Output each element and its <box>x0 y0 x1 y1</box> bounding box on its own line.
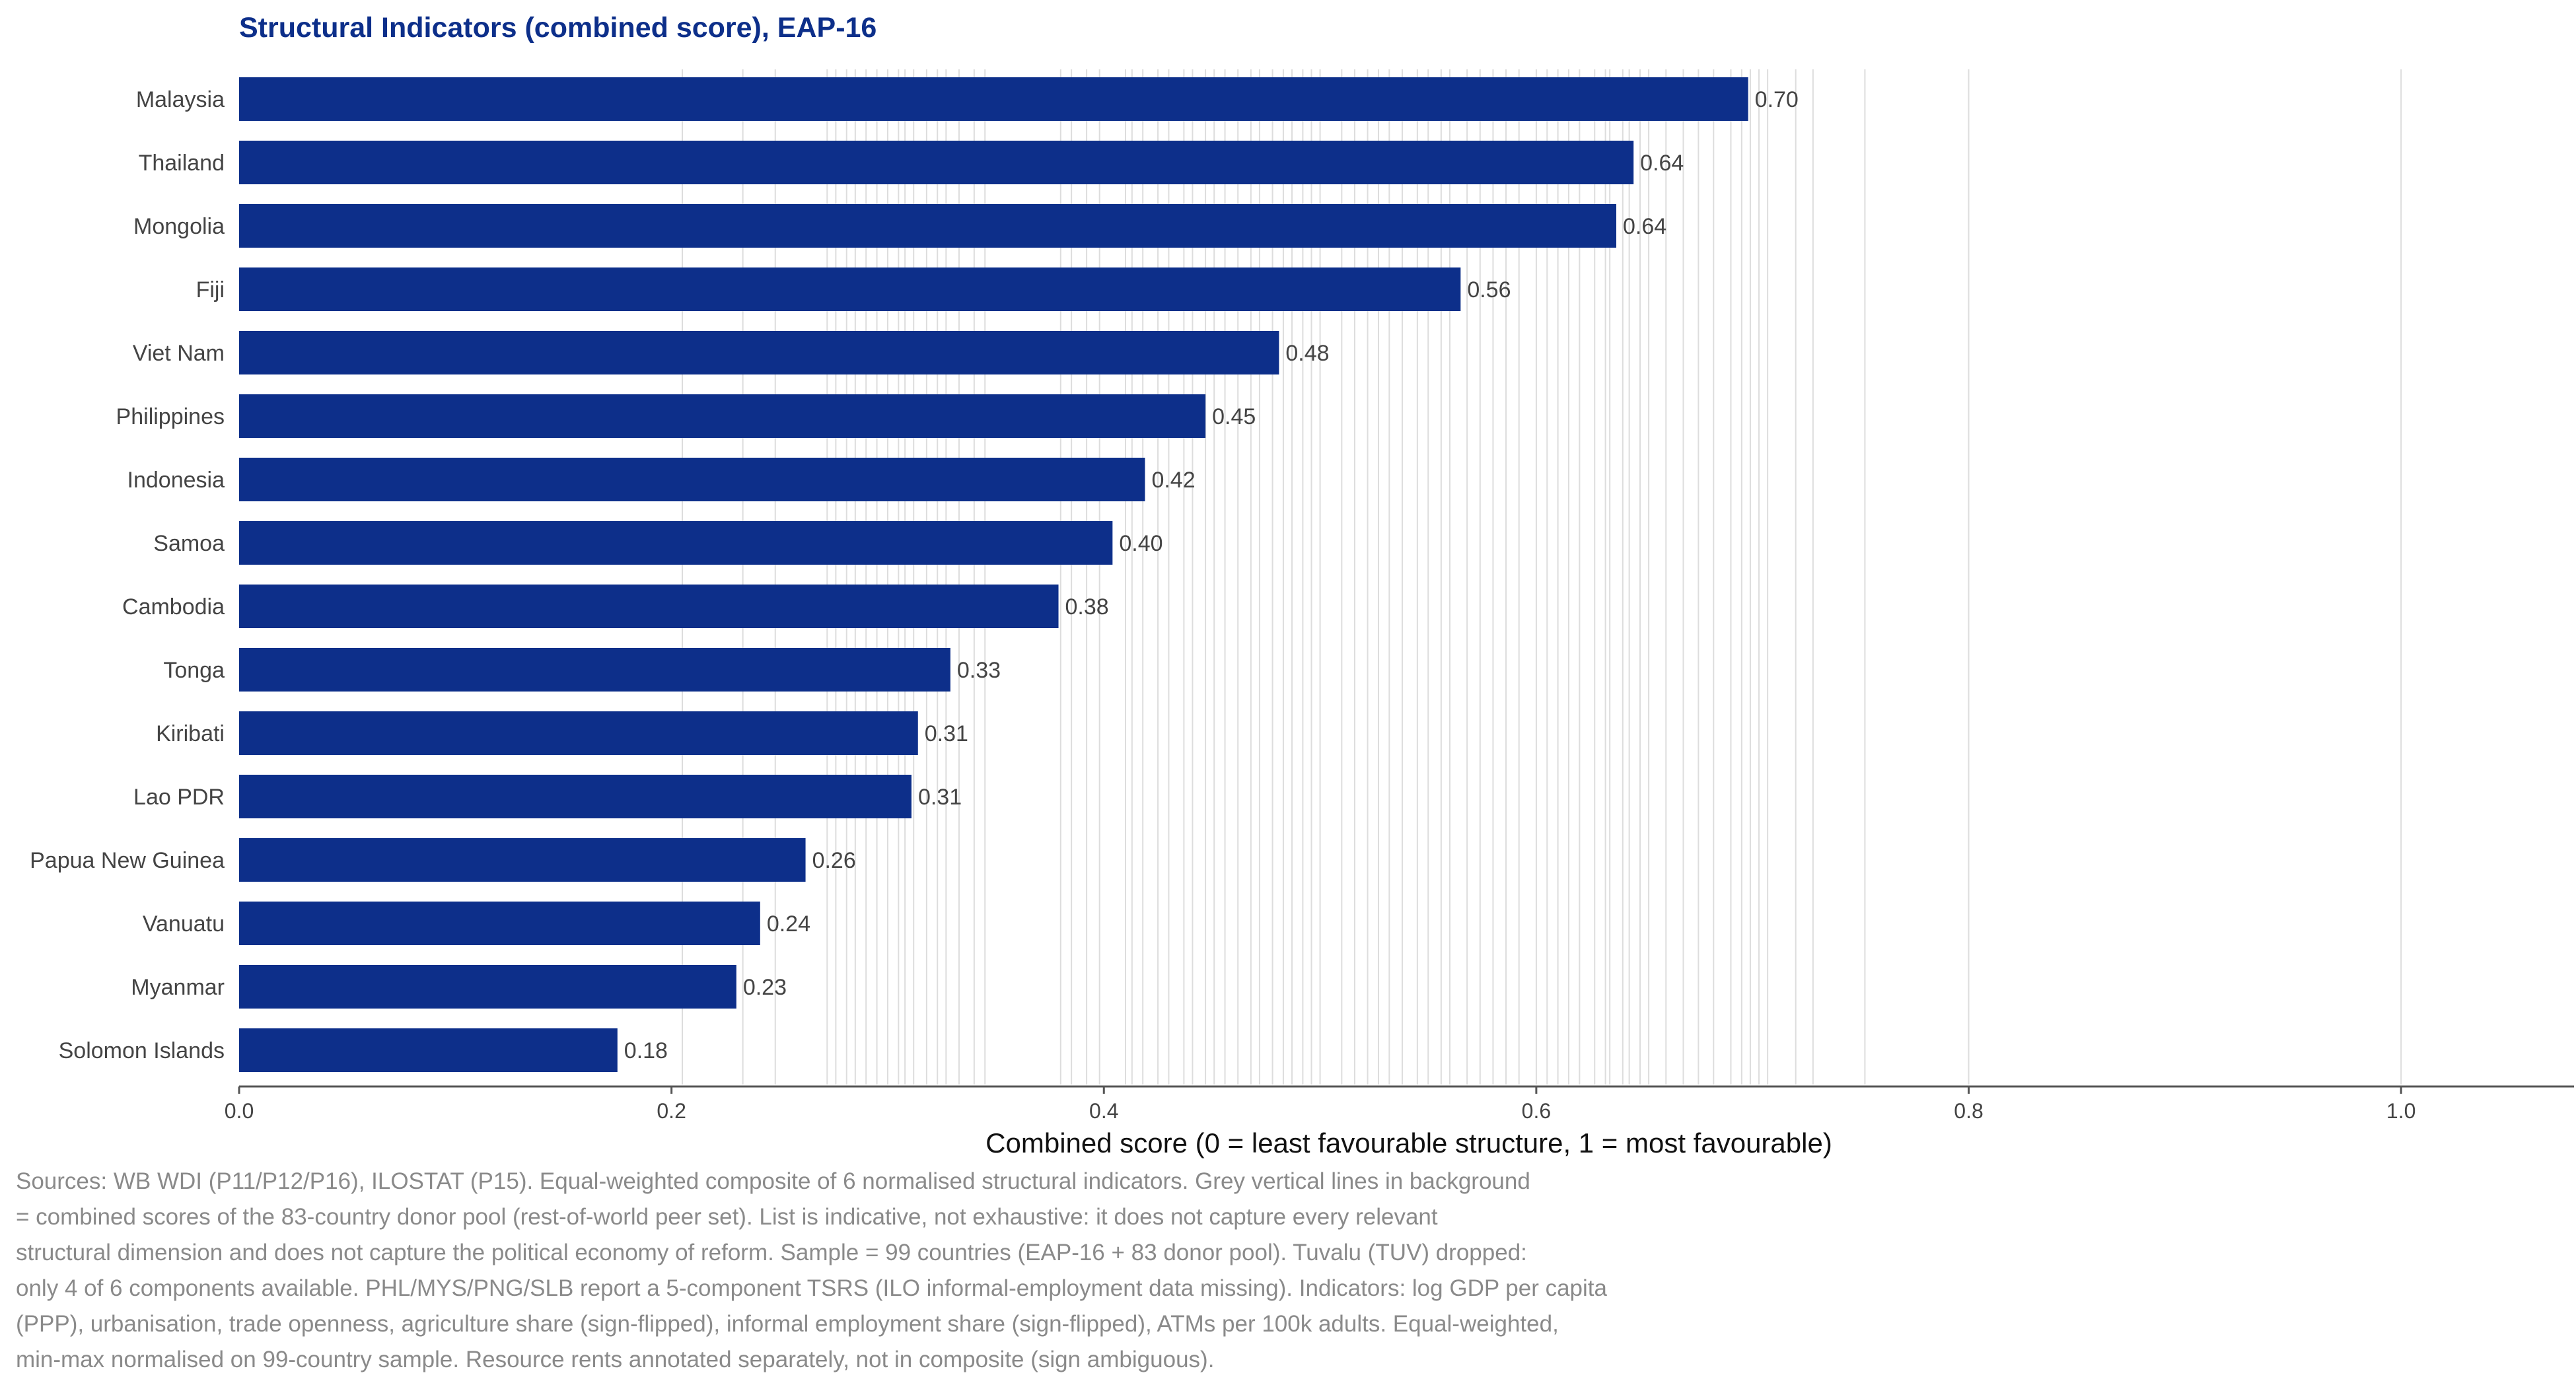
data-label: 0.18 <box>624 1038 668 1063</box>
x-tick-label: 1.0 <box>2386 1099 2415 1123</box>
bar <box>239 965 736 1009</box>
data-label: 0.56 <box>1467 277 1511 302</box>
bar <box>239 902 760 945</box>
bar <box>239 394 1206 438</box>
category-label: Malaysia <box>136 87 225 112</box>
category-label: Cambodia <box>122 594 225 620</box>
category-label: Philippines <box>116 404 225 429</box>
data-label: 0.31 <box>925 721 968 746</box>
category-label: Fiji <box>196 277 225 302</box>
x-axis: 0.0 0.2 0.4 0.6 0.8 1.0 <box>225 1085 2574 1123</box>
data-label: 0.26 <box>812 848 856 873</box>
category-label: Viet Nam <box>133 341 225 366</box>
footnote-line: structural dimension and does not captur… <box>16 1240 1527 1265</box>
bar <box>239 838 806 882</box>
x-axis-label: Combined score (0 = least favourable str… <box>985 1127 1832 1158</box>
data-label: 0.64 <box>1623 214 1666 239</box>
data-label: 0.70 <box>1755 87 1799 112</box>
bar <box>239 458 1145 501</box>
category-label: Solomon Islands <box>59 1038 225 1063</box>
category-label: Mongolia <box>133 214 225 239</box>
data-label: 0.40 <box>1119 531 1163 556</box>
data-label: 0.64 <box>1640 151 1684 176</box>
data-label: 0.33 <box>957 658 1001 683</box>
x-tick-label: 0.6 <box>1522 1099 1551 1123</box>
x-tick-label: 0.4 <box>1089 1099 1118 1123</box>
x-tick-label: 0.2 <box>657 1099 686 1123</box>
footnote: Sources: WB WDI (P11/P12/P16), ILOSTAT (… <box>16 1164 1799 1378</box>
bar <box>239 775 912 818</box>
footnote-line: min-max normalised on 99-country sample.… <box>16 1347 1215 1372</box>
bar <box>239 521 1113 565</box>
bar <box>239 331 1279 374</box>
footnote-line: only 4 of 6 components available. PHL/MY… <box>16 1275 1607 1301</box>
footnote-line: (PPP), urbanisation, trade openness, agr… <box>16 1311 1559 1337</box>
x-tick-label: 0.8 <box>1954 1099 1983 1123</box>
category-label: Indonesia <box>127 468 225 493</box>
footnote-line: = combined scores of the 83-country dono… <box>16 1204 1438 1230</box>
data-label: 0.31 <box>918 785 962 810</box>
category-label: Tonga <box>163 658 225 683</box>
category-label: Vanuatu <box>143 911 225 937</box>
data-label: 0.24 <box>767 911 810 937</box>
category-label: Myanmar <box>131 975 225 1000</box>
data-label: 0.45 <box>1212 404 1256 429</box>
category-label: Kiribati <box>156 721 225 746</box>
bar <box>239 267 1461 311</box>
data-label: 0.48 <box>1285 341 1329 366</box>
bar <box>239 204 1616 248</box>
x-tick-label: 0.0 <box>225 1099 254 1123</box>
category-label: Thailand <box>139 151 225 176</box>
bar <box>239 1028 618 1072</box>
data-label: 0.42 <box>1151 468 1195 493</box>
data-label: 0.23 <box>743 975 787 1000</box>
bar <box>239 141 1634 184</box>
category-label: Samoa <box>153 531 225 556</box>
category-label: Papua New Guinea <box>30 848 225 873</box>
footnote-line: Sources: WB WDI (P11/P12/P16), ILOSTAT (… <box>16 1168 1530 1194</box>
bar <box>239 585 1059 628</box>
chart-title: Structural Indicators (combined score), … <box>239 12 877 44</box>
bar <box>239 77 1748 121</box>
bars: Malaysia 0.70 Thailand 0.64 Mongolia 0.64 Fiji… <box>30 77 1799 1072</box>
bar <box>239 711 918 755</box>
bar <box>239 648 950 692</box>
category-label: Lao PDR <box>133 785 225 810</box>
data-label: 0.38 <box>1065 594 1109 620</box>
